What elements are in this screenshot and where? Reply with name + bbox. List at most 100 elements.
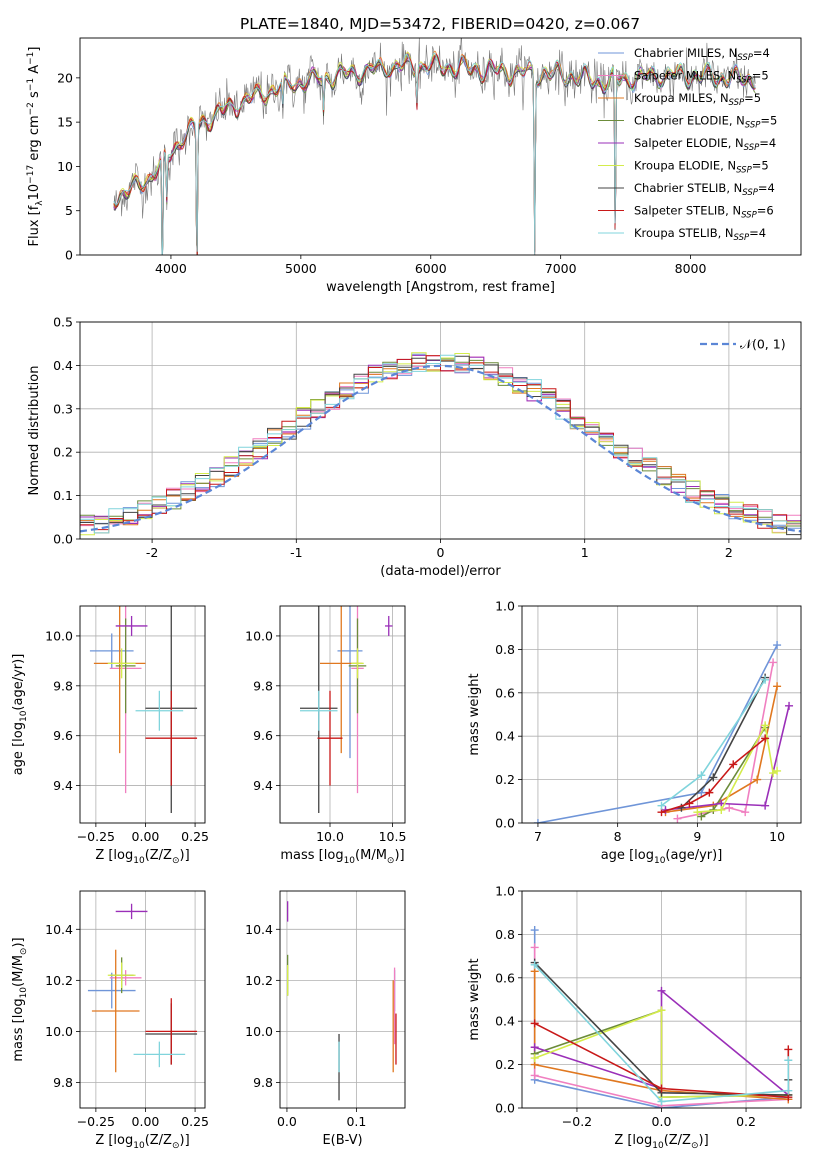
axes-frame [79, 321, 802, 540]
errorbar-point [89, 633, 134, 669]
mass-weight-marker [784, 1045, 793, 1054]
errorbar-point [115, 903, 148, 920]
x-tick-label: 9 [693, 829, 701, 844]
axes-frame [279, 605, 406, 824]
mass-weight-line [665, 705, 790, 811]
mass-weight-marker [761, 801, 770, 810]
x-tick-label: −0.25 [77, 829, 115, 844]
x-tick-label: 10.0 [316, 829, 344, 844]
axes-frame [521, 605, 802, 824]
mass-weight-marker [693, 808, 702, 817]
label-subscript: 10 [19, 987, 29, 999]
panel-weight_vs_Z: −0.2 0.0 0.2 0.0 0.2 0.4 0.6 0.8 1.0 Z [log10(Z/Z… [467, 884, 802, 1151]
x-tick-label: 0.25 [181, 1114, 209, 1129]
x-axis-label: (data-model)/error [380, 564, 501, 579]
x-tick-label: 0.00 [132, 1114, 160, 1129]
label-text: mass [log [280, 848, 343, 863]
mass-weight-marker [530, 1054, 539, 1063]
mass-weight-marker [657, 986, 666, 995]
mass-weight-marker [773, 682, 782, 691]
y-axis-label: age [log10(age/yr)] [11, 654, 29, 776]
spectrum-model-line [113, 52, 756, 255]
legend-label: Chabrier MILES, NSSP=4 [634, 46, 770, 63]
errorbar-point [115, 615, 148, 636]
mass-weight-marker [697, 788, 706, 797]
legend-label: Salpeter MILES, NSSP=5 [634, 69, 769, 86]
y-tick-label: 0.0 [53, 532, 73, 547]
mass-weight-marker [685, 799, 694, 808]
spectrum-legend: Chabrier MILES, NSSP=4 Salpeter MILES, NS… [598, 46, 777, 243]
mass-weight-marker [773, 766, 782, 775]
label-text: (M/M [11, 955, 26, 987]
y-tick-label: 10.0 [245, 1024, 273, 1039]
x-tick-label: 0.0 [277, 1114, 297, 1129]
legend-label: Kroupa MILES, NSSP=5 [634, 91, 761, 108]
mass-weight-marker [717, 805, 726, 814]
label-text: (Z/Z [664, 1133, 691, 1148]
x-tick-label: 5000 [285, 261, 317, 276]
y-tick-label: 9.6 [253, 728, 273, 743]
y-tick-label: 9.8 [53, 678, 73, 693]
mass-weight-marker [697, 771, 706, 780]
y-tick-label: 9.4 [253, 778, 273, 793]
label-superscript: −17 [26, 165, 36, 184]
label-subscript: λ [35, 200, 45, 206]
x-tick-label: 10.5 [379, 829, 407, 844]
label-text: age [log [11, 722, 26, 775]
mass-weight-marker [761, 721, 770, 730]
y-tick-label: 0.6 [495, 685, 515, 700]
label-superscript: −1 [26, 52, 36, 65]
y-tick-label: 0.6 [495, 970, 515, 985]
x-axis-label: E(B-V) [322, 1133, 362, 1148]
mass-weight-marker [769, 658, 778, 667]
x-tick-label: 2 [725, 545, 733, 560]
errorbar-point [87, 972, 136, 1009]
x-tick-label: 10 [769, 829, 785, 844]
axes-frame [79, 37, 802, 256]
y-axis-label: Flux [fλ10−17 erg cm−2 s−1 A−1] [26, 47, 45, 247]
mass-weight-marker [530, 1019, 539, 1028]
plot-area-weight_vs_Z [530, 926, 793, 1108]
label-text: (age/yr)] [11, 654, 26, 711]
legend-label: Salpeter ELODIE, NSSP=4 [634, 136, 776, 153]
residuals-legend: 𝒩(0, 1) [700, 337, 786, 352]
x-tick-label: 0.0 [652, 1114, 672, 1129]
figure-title: PLATE=1840, MJD=53472, FIBERID=0420, z=0… [240, 15, 640, 33]
y-tick-label: 0.4 [53, 358, 73, 373]
label-text: )] [180, 1133, 190, 1148]
mass-weight-marker [530, 960, 539, 969]
y-tick-label: 9.8 [253, 1075, 273, 1090]
label-text: Z [log [614, 1133, 652, 1148]
errorbar-point [107, 962, 136, 989]
y-tick-label: 10.0 [45, 628, 73, 643]
plot-area-weight_vs_age [533, 641, 794, 823]
plot-area-age_vs_Z [89, 606, 198, 814]
y-tick-label: 0.2 [53, 445, 73, 460]
y-tick-label: 1.0 [495, 599, 515, 614]
label-subscript: ⊙ [19, 948, 29, 956]
panel-age_vs_Z: −0.25 0.00 0.259.49.69.810.0Z [log10(Z/Z⊙)… [11, 605, 209, 866]
mass-weight-marker [773, 641, 782, 650]
y-tick-label: 9.6 [53, 728, 73, 743]
y-tick-label: 9.8 [253, 678, 273, 693]
label-text: A [27, 65, 42, 78]
label-text: (M/M [355, 848, 387, 863]
mass-weight-marker [533, 819, 542, 823]
y-tick-label: 0.4 [495, 1014, 515, 1029]
label-subscript: ⊙ [691, 1141, 699, 1151]
x-axis-label: mass [log10(M/M⊙)] [280, 848, 404, 866]
y-tick-label: 9.4 [53, 778, 73, 793]
label-text: ] [27, 47, 42, 52]
x-tick-label: -2 [146, 545, 158, 560]
label-text: erg cm [27, 115, 42, 164]
y-tick-label: 10.2 [45, 973, 73, 988]
y-tick-label: 9.8 [53, 1075, 73, 1090]
mass-weight-marker [657, 1006, 666, 1015]
mass-weight-marker [530, 926, 539, 935]
plot-area-mass_vs_Z [87, 903, 198, 1073]
legend-label: Chabrier ELODIE, NSSP=5 [634, 114, 777, 131]
x-axis-label: wavelength [Angstrom, rest frame] [326, 280, 555, 295]
x-axis-label: age [log10(age/yr)] [601, 848, 723, 866]
errorbar-point [91, 949, 140, 1073]
mass-weight-marker [530, 943, 539, 952]
